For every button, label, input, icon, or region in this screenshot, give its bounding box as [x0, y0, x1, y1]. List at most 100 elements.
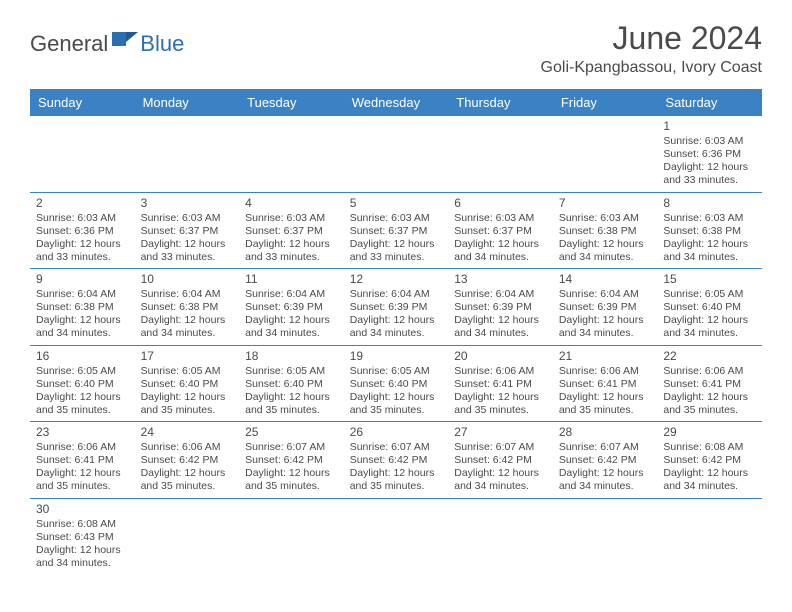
calendar-row: 2Sunrise: 6:03 AMSunset: 6:36 PMDaylight…	[30, 192, 762, 269]
weekday-header: Saturday	[657, 89, 762, 116]
daylight-line: Daylight: 12 hours and 33 minutes.	[36, 238, 129, 264]
day-number: 25	[245, 425, 338, 440]
calendar-cell: 3Sunrise: 6:03 AMSunset: 6:37 PMDaylight…	[135, 192, 240, 269]
sunset-line: Sunset: 6:41 PM	[454, 378, 547, 391]
calendar-cell: 16Sunrise: 6:05 AMSunset: 6:40 PMDayligh…	[30, 345, 135, 422]
day-number: 24	[141, 425, 234, 440]
sunset-line: Sunset: 6:37 PM	[141, 225, 234, 238]
day-number: 3	[141, 196, 234, 211]
day-number: 19	[350, 349, 443, 364]
calendar-cell: 2Sunrise: 6:03 AMSunset: 6:36 PMDaylight…	[30, 192, 135, 269]
sunrise-line: Sunrise: 6:04 AM	[350, 288, 443, 301]
daylight-line: Daylight: 12 hours and 35 minutes.	[141, 391, 234, 417]
sunset-line: Sunset: 6:37 PM	[454, 225, 547, 238]
calendar-cell: 30Sunrise: 6:08 AMSunset: 6:43 PMDayligh…	[30, 498, 135, 574]
daylight-line: Daylight: 12 hours and 34 minutes.	[141, 314, 234, 340]
sunrise-line: Sunrise: 6:03 AM	[663, 135, 756, 148]
sunset-line: Sunset: 6:40 PM	[36, 378, 129, 391]
calendar-cell-empty	[239, 498, 344, 574]
logo: General Blue	[30, 28, 184, 59]
title-block: June 2024 Goli-Kpangbassou, Ivory Coast	[541, 20, 762, 77]
weekday-header-row: Sunday Monday Tuesday Wednesday Thursday…	[30, 89, 762, 116]
location-subtitle: Goli-Kpangbassou, Ivory Coast	[541, 59, 762, 77]
calendar-cell-empty	[344, 498, 449, 574]
calendar-cell: 9Sunrise: 6:04 AMSunset: 6:38 PMDaylight…	[30, 269, 135, 346]
day-number: 28	[559, 425, 652, 440]
sunrise-line: Sunrise: 6:06 AM	[454, 365, 547, 378]
calendar-cell: 17Sunrise: 6:05 AMSunset: 6:40 PMDayligh…	[135, 345, 240, 422]
calendar-cell: 19Sunrise: 6:05 AMSunset: 6:40 PMDayligh…	[344, 345, 449, 422]
day-number: 21	[559, 349, 652, 364]
day-number: 23	[36, 425, 129, 440]
day-number: 20	[454, 349, 547, 364]
calendar-cell: 22Sunrise: 6:06 AMSunset: 6:41 PMDayligh…	[657, 345, 762, 422]
day-number: 6	[454, 196, 547, 211]
sunset-line: Sunset: 6:40 PM	[663, 301, 756, 314]
calendar-cell: 26Sunrise: 6:07 AMSunset: 6:42 PMDayligh…	[344, 422, 449, 499]
day-number: 7	[559, 196, 652, 211]
sunset-line: Sunset: 6:39 PM	[559, 301, 652, 314]
logo-flag-icon	[112, 28, 138, 51]
sunrise-line: Sunrise: 6:04 AM	[245, 288, 338, 301]
day-number: 30	[36, 502, 129, 517]
calendar-row: 1Sunrise: 6:03 AMSunset: 6:36 PMDaylight…	[30, 116, 762, 192]
calendar-cell-empty	[30, 116, 135, 192]
calendar-cell: 27Sunrise: 6:07 AMSunset: 6:42 PMDayligh…	[448, 422, 553, 499]
sunrise-line: Sunrise: 6:04 AM	[141, 288, 234, 301]
sunrise-line: Sunrise: 6:08 AM	[36, 518, 129, 531]
weekday-header: Monday	[135, 89, 240, 116]
day-number: 27	[454, 425, 547, 440]
sunrise-line: Sunrise: 6:07 AM	[559, 441, 652, 454]
calendar-cell: 11Sunrise: 6:04 AMSunset: 6:39 PMDayligh…	[239, 269, 344, 346]
sunset-line: Sunset: 6:42 PM	[559, 454, 652, 467]
sunrise-line: Sunrise: 6:06 AM	[141, 441, 234, 454]
daylight-line: Daylight: 12 hours and 34 minutes.	[350, 314, 443, 340]
day-number: 17	[141, 349, 234, 364]
logo-text-general: General	[30, 31, 108, 57]
sunrise-line: Sunrise: 6:05 AM	[36, 365, 129, 378]
sunset-line: Sunset: 6:36 PM	[663, 148, 756, 161]
sunset-line: Sunset: 6:42 PM	[350, 454, 443, 467]
sunset-line: Sunset: 6:40 PM	[141, 378, 234, 391]
daylight-line: Daylight: 12 hours and 35 minutes.	[36, 391, 129, 417]
sunset-line: Sunset: 6:42 PM	[141, 454, 234, 467]
sunrise-line: Sunrise: 6:05 AM	[350, 365, 443, 378]
sunrise-line: Sunrise: 6:04 AM	[559, 288, 652, 301]
calendar-cell: 12Sunrise: 6:04 AMSunset: 6:39 PMDayligh…	[344, 269, 449, 346]
calendar-cell-empty	[135, 498, 240, 574]
calendar-cell-empty	[239, 116, 344, 192]
calendar-cell: 7Sunrise: 6:03 AMSunset: 6:38 PMDaylight…	[553, 192, 658, 269]
daylight-line: Daylight: 12 hours and 33 minutes.	[141, 238, 234, 264]
logo-text-blue: Blue	[140, 31, 184, 57]
header: General Blue June 2024 Goli-Kpangbassou,…	[30, 20, 762, 77]
weekday-header: Friday	[553, 89, 658, 116]
calendar-cell: 14Sunrise: 6:04 AMSunset: 6:39 PMDayligh…	[553, 269, 658, 346]
daylight-line: Daylight: 12 hours and 34 minutes.	[454, 238, 547, 264]
calendar-cell: 10Sunrise: 6:04 AMSunset: 6:38 PMDayligh…	[135, 269, 240, 346]
weekday-header: Sunday	[30, 89, 135, 116]
sunrise-line: Sunrise: 6:03 AM	[454, 212, 547, 225]
day-number: 16	[36, 349, 129, 364]
daylight-line: Daylight: 12 hours and 34 minutes.	[559, 467, 652, 493]
calendar-cell-empty	[135, 116, 240, 192]
daylight-line: Daylight: 12 hours and 35 minutes.	[454, 391, 547, 417]
sunset-line: Sunset: 6:39 PM	[454, 301, 547, 314]
calendar-cell: 15Sunrise: 6:05 AMSunset: 6:40 PMDayligh…	[657, 269, 762, 346]
sunset-line: Sunset: 6:36 PM	[36, 225, 129, 238]
calendar-cell: 20Sunrise: 6:06 AMSunset: 6:41 PMDayligh…	[448, 345, 553, 422]
calendar-cell: 18Sunrise: 6:05 AMSunset: 6:40 PMDayligh…	[239, 345, 344, 422]
sunrise-line: Sunrise: 6:03 AM	[559, 212, 652, 225]
sunrise-line: Sunrise: 6:07 AM	[454, 441, 547, 454]
day-number: 5	[350, 196, 443, 211]
daylight-line: Daylight: 12 hours and 34 minutes.	[663, 314, 756, 340]
sunrise-line: Sunrise: 6:05 AM	[141, 365, 234, 378]
calendar-cell-empty	[344, 116, 449, 192]
sunset-line: Sunset: 6:40 PM	[245, 378, 338, 391]
calendar-row: 30Sunrise: 6:08 AMSunset: 6:43 PMDayligh…	[30, 498, 762, 574]
calendar-cell-empty	[448, 498, 553, 574]
daylight-line: Daylight: 12 hours and 33 minutes.	[350, 238, 443, 264]
sunset-line: Sunset: 6:41 PM	[663, 378, 756, 391]
weekday-header: Wednesday	[344, 89, 449, 116]
daylight-line: Daylight: 12 hours and 33 minutes.	[663, 161, 756, 187]
sunrise-line: Sunrise: 6:05 AM	[245, 365, 338, 378]
